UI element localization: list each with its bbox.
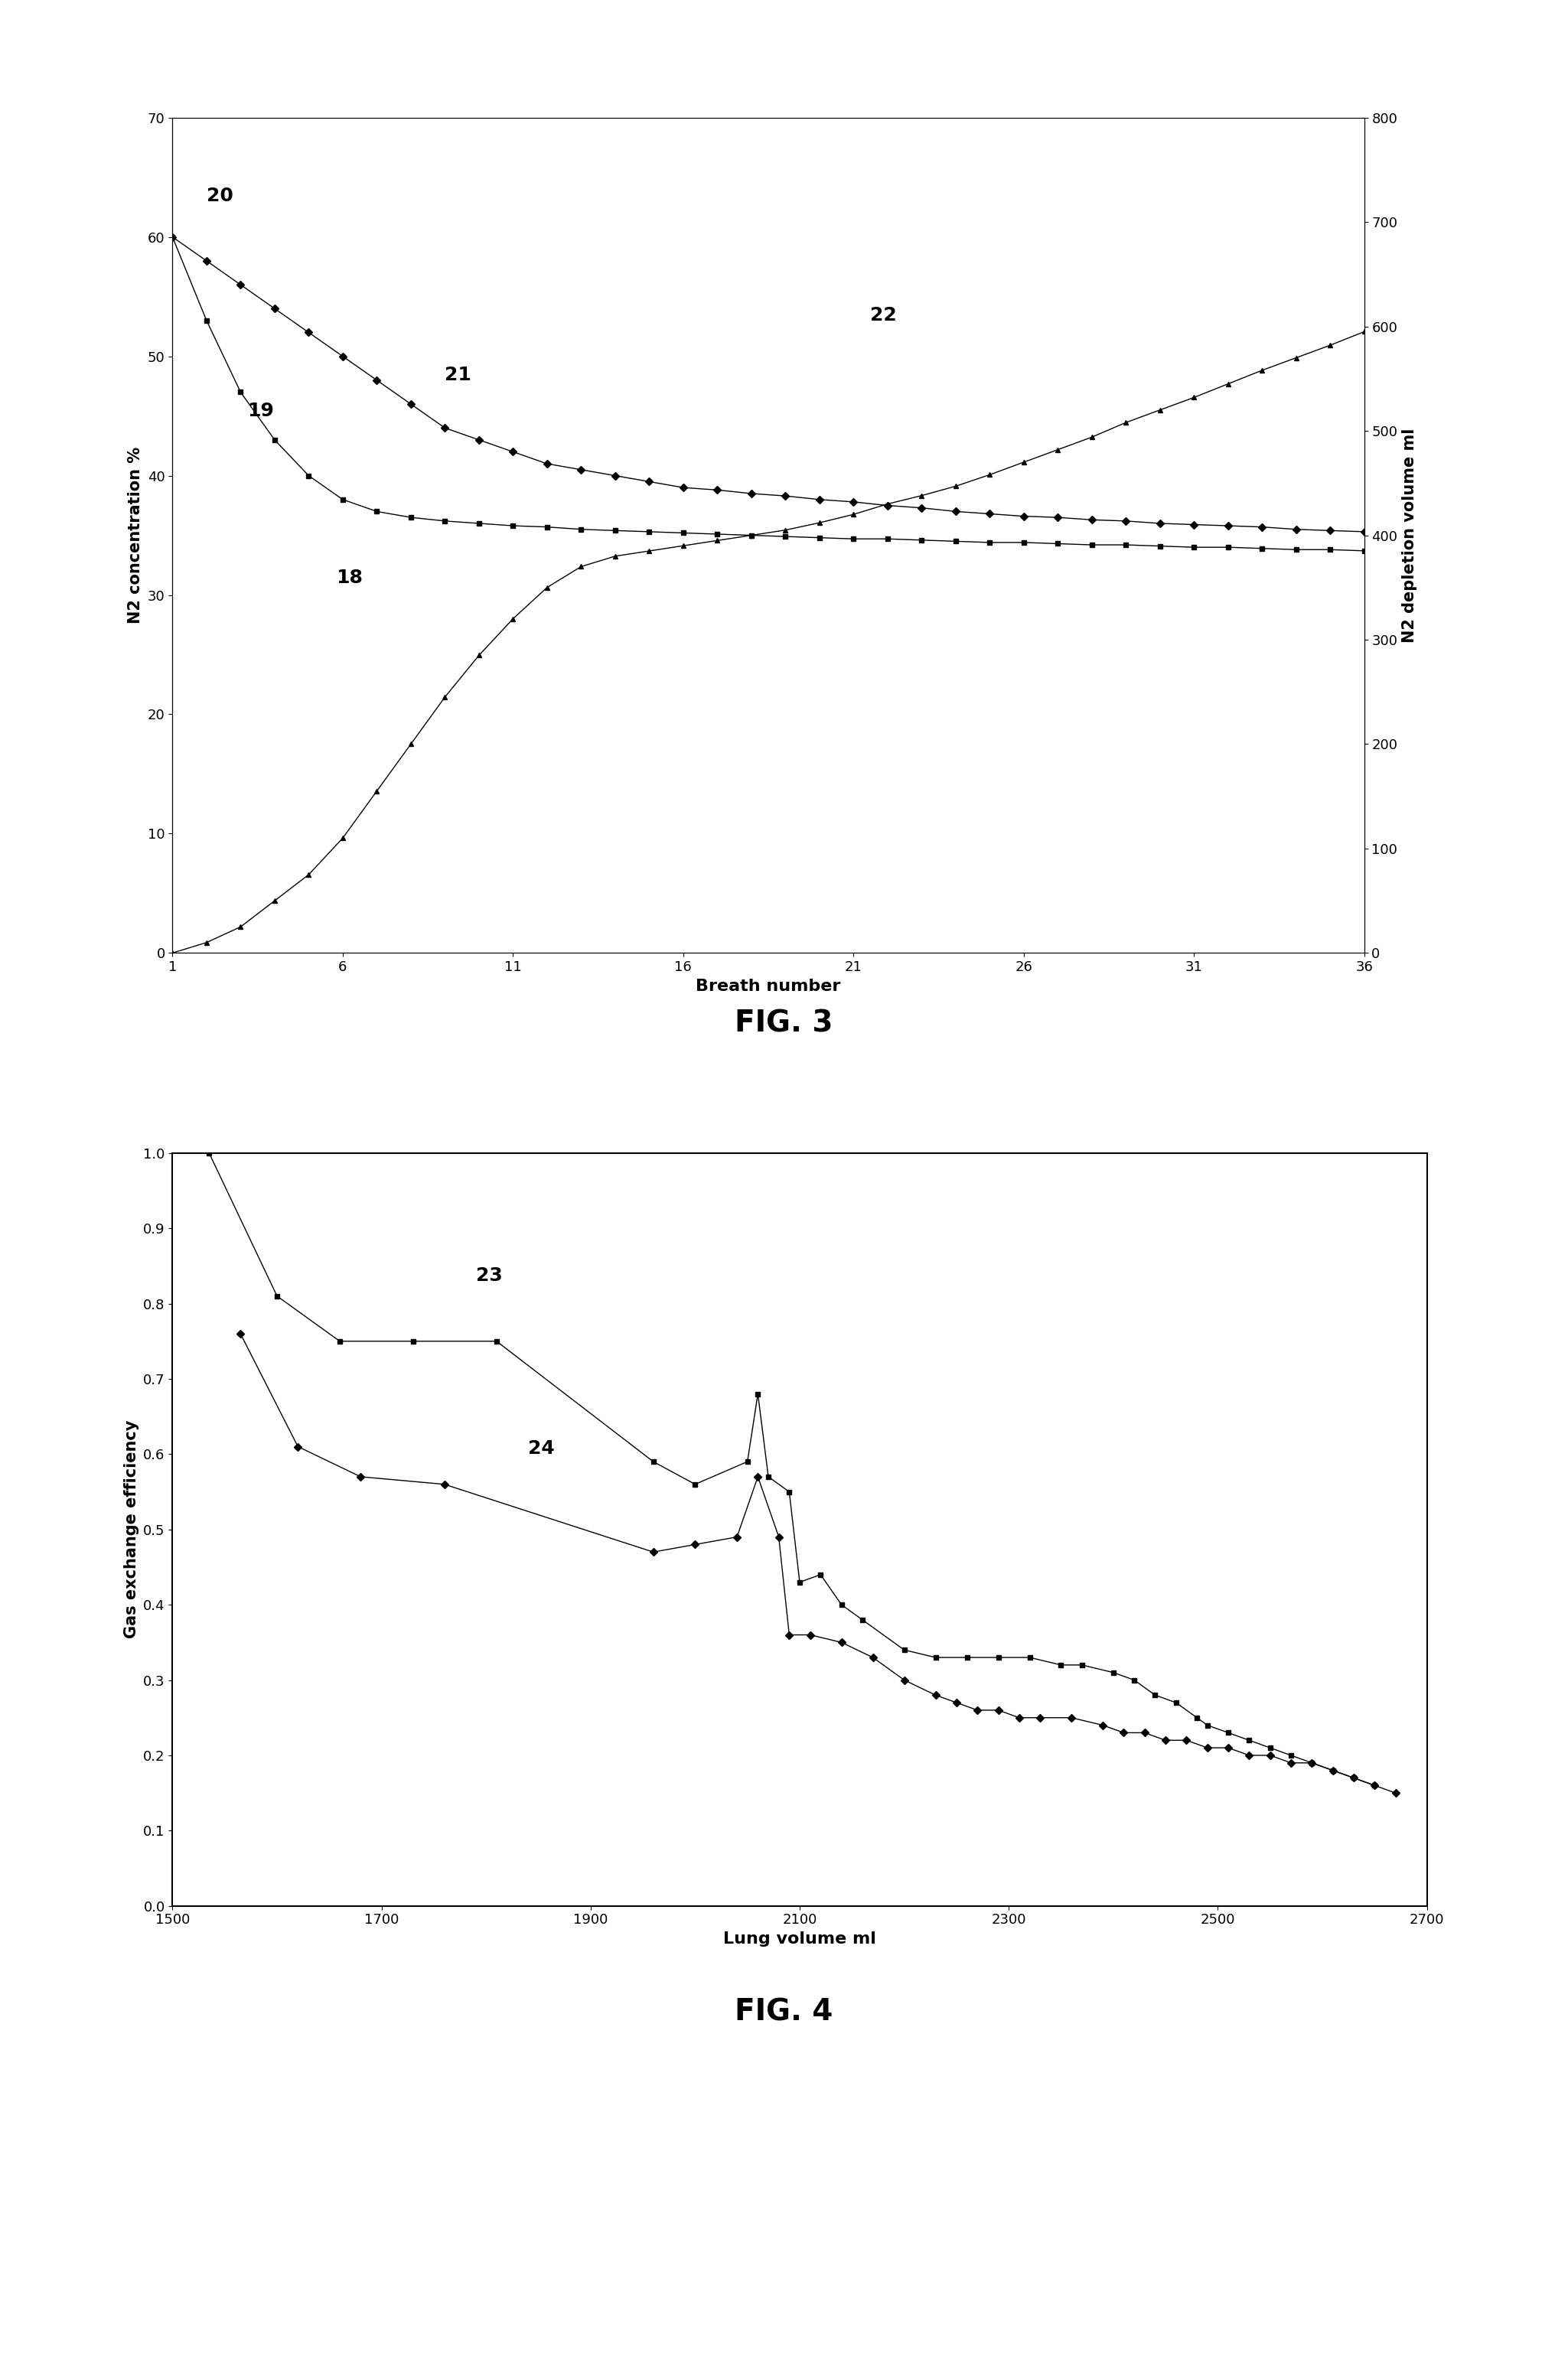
Y-axis label: Gas exchange efficiency: Gas exchange efficiency [124, 1421, 140, 1638]
Text: FIG. 3: FIG. 3 [735, 1009, 833, 1038]
Text: 23: 23 [475, 1266, 502, 1285]
Text: FIG. 4: FIG. 4 [735, 1998, 833, 2026]
Text: 20: 20 [207, 186, 234, 205]
Text: 21: 21 [445, 365, 472, 384]
Text: 19: 19 [248, 402, 274, 419]
Text: 24: 24 [528, 1440, 555, 1459]
Y-axis label: N2 depletion volume ml: N2 depletion volume ml [1402, 428, 1417, 642]
Text: 22: 22 [870, 306, 897, 325]
X-axis label: Lung volume ml: Lung volume ml [723, 1932, 877, 1946]
X-axis label: Breath number: Breath number [696, 979, 840, 993]
Text: 18: 18 [336, 569, 362, 586]
Y-axis label: N2 concentration %: N2 concentration % [129, 447, 143, 624]
